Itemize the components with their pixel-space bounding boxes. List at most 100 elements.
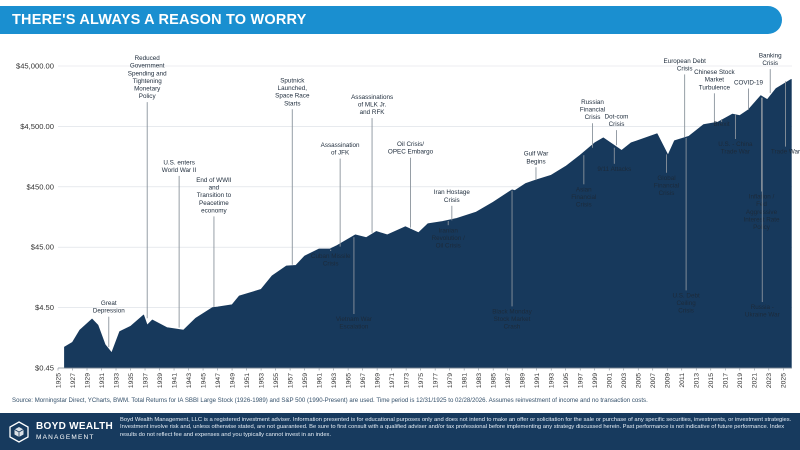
event-annotation: Gulf War Begins [524, 151, 549, 181]
event-annotation: Brexit [714, 119, 730, 128]
x-tick-label: 1971 [389, 373, 396, 388]
footer: BOYD WEALTH MANAGEMENT Boyd Wealth Manag… [0, 413, 800, 450]
event-label: Global Financial Crisis [654, 175, 679, 197]
event-annotation: Black Monday Stock Market Crash [492, 190, 533, 331]
event-label: U.S. enters World War II [162, 159, 197, 174]
x-tick-label: 2001 [607, 373, 614, 388]
x-tick-label: 1989 [520, 373, 527, 388]
event-label: Iran Hostage Crisis [434, 189, 471, 204]
x-tick-label: 1935 [128, 373, 135, 388]
x-tick-label: 1933 [113, 373, 120, 388]
event-label: Assassinations of MLK Jr. and RFK [351, 94, 393, 116]
x-tick-label: 2009 [665, 373, 672, 388]
x-tick-label: 1927 [70, 373, 77, 388]
axes: $0.45 $4.50 $45.00 $450.00 $4,500.00 $45,000.… [16, 62, 792, 388]
event-annotation: U.S. - China Trade War [718, 114, 753, 156]
event-annotation: U.S. enters World War II [162, 159, 197, 328]
logo-name: BOYD WEALTH [36, 421, 113, 432]
x-tick-label: 2003 [621, 373, 628, 388]
y-tick-label: $4,500.00 [20, 122, 54, 131]
event-annotation: Cuban Missile Crisis [311, 249, 351, 268]
event-annotation: Banking Crisis [759, 53, 782, 94]
event-label: Cuban Missile Crisis [311, 253, 351, 268]
event-label: Iranian Revolution / Oil Crisis [432, 227, 466, 249]
title-banner: THERE'S ALWAYS A REASON TO WORRY [0, 6, 782, 34]
x-tick-label: 2005 [636, 373, 643, 388]
event-label: Black Monday Stock Market Crash [492, 309, 532, 331]
x-tick-label: 2011 [679, 373, 686, 388]
x-tick-label: 1943 [186, 373, 193, 388]
x-tick-label: 1937 [142, 373, 149, 388]
event-annotation: Vietnam War Escalation [336, 237, 372, 331]
event-annotation: Assassinations of MLK Jr. and RFK [351, 94, 393, 233]
event-label: European Debt Crisis [664, 58, 707, 73]
x-tick-label: 2025 [781, 373, 788, 388]
cube-logo-icon [9, 421, 29, 443]
event-annotation: Russian Financial Crisis [580, 99, 605, 148]
event-label: Banking Crisis [759, 53, 782, 68]
event-annotation: Iran Hostage Crisis [434, 189, 471, 221]
x-tick-label: 2013 [694, 373, 701, 388]
x-tick-label: 1997 [578, 373, 585, 388]
event-label: Russian Financial Crisis [580, 99, 605, 121]
event-annotation: Great Depression [93, 300, 125, 348]
event-annotation: Sputnick Launched, Space Race Starts [275, 78, 310, 265]
event-annotation: Oil Crisis/OPEC Embargo [388, 141, 434, 228]
x-tick-label: 1987 [505, 373, 512, 388]
event-annotation: Dot-com Crisis [605, 114, 629, 146]
chart-series [64, 79, 792, 369]
x-tick-label: 1945 [200, 373, 207, 388]
x-tick-label: 1949 [229, 373, 236, 388]
event-annotation: Assassination of JFK [321, 142, 360, 247]
event-annotation: Russia -Ukraine War [745, 97, 780, 319]
event-label: Asian Financial Crisis [571, 186, 596, 208]
event-label: COVID-19 [734, 80, 764, 87]
x-tick-label: 1979 [447, 373, 454, 388]
event-label: Oil Crisis/OPEC Embargo [388, 141, 434, 156]
y-tick-label: $4.50 [35, 303, 54, 312]
event-annotation: 9/11 Attacks [597, 147, 631, 173]
x-tick-label: 1961 [316, 373, 323, 388]
x-tick-label: 2007 [650, 373, 657, 388]
event-annotation: Asian Financial Crisis [571, 155, 596, 209]
x-tick-label: 2017 [723, 373, 730, 388]
logo-subtitle: MANAGEMENT [36, 434, 95, 441]
x-tick-label: 1973 [403, 373, 410, 388]
x-tick-label: 1931 [99, 373, 106, 388]
event-annotation: Iranian Revolution / Oil Crisis [432, 221, 466, 250]
source-note: Source: Morningstar Direct, YCharts, BWM… [12, 397, 648, 404]
event-label: Dot-com Crisis [605, 114, 629, 129]
x-tick-label: 2023 [766, 373, 773, 388]
market-chart: Great Depression Reduced Government Spending… [16, 53, 800, 389]
x-tick-label: 1941 [171, 373, 178, 388]
x-tick-label: 2019 [737, 373, 744, 388]
event-label: Brexit [714, 121, 730, 128]
event-label: 9/11 Attacks [597, 166, 631, 173]
event-annotation: Global Financial Crisis [654, 154, 679, 197]
event-label: Gulf War Begins [524, 151, 549, 166]
event-label: U.S. Debt Ceiling Crisis [672, 293, 700, 315]
x-tick-label: 1965 [345, 373, 352, 388]
x-tick-label: 1953 [258, 373, 265, 388]
x-tick-label: 1925 [55, 373, 62, 388]
x-tick-label: 2015 [708, 373, 715, 388]
x-tick-label: 1963 [331, 373, 338, 388]
company-logo: BOYD WEALTH MANAGEMENT [6, 417, 113, 447]
series-area [64, 79, 792, 369]
x-tick-label: 1929 [84, 373, 91, 388]
x-tick-label: 1969 [374, 373, 381, 388]
event-label: End of WWII and Transition to Peacetime econ… [196, 177, 232, 214]
x-tick-label: 1977 [433, 373, 440, 388]
x-tick-label: 1967 [360, 373, 367, 388]
event-label: Assassination of JFK [321, 142, 360, 157]
event-label: Vietnam War Escalation [336, 316, 372, 331]
event-annotation: Reduced Government Spending and Tightening M… [128, 55, 167, 319]
x-tick-label: 1955 [273, 373, 280, 388]
x-tick-label: 1985 [491, 373, 498, 388]
page-title: THERE'S ALWAYS A REASON TO WORRY [12, 12, 307, 28]
event-annotation: Chinese Stock Market Turbulence [694, 69, 736, 123]
disclaimer-text: Boyd Wealth Management, LLC is a registe… [120, 417, 792, 438]
x-tick-label: 1959 [302, 373, 309, 388]
y-tick-label: $45,000.00 [16, 62, 54, 71]
x-tick-label: 1983 [476, 373, 483, 388]
